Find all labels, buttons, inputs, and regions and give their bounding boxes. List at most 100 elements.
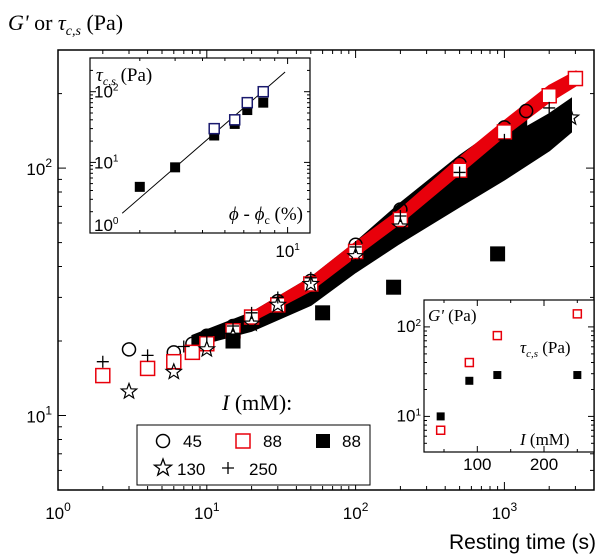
main-y-tick-label-base: 10 xyxy=(26,408,45,427)
inset-left-y-tick-label: 102 xyxy=(94,83,119,102)
inset-right-g: G' xyxy=(428,306,444,325)
legend: I (mM): 45 88 88 130 250 xyxy=(136,390,371,486)
inset-left-y-tick-label-exp: 1 xyxy=(113,153,119,164)
series-3-point xyxy=(450,176,469,195)
inset-left-series-1-point xyxy=(257,85,269,98)
inset-right-y-tick-label-exp: 1 xyxy=(415,407,421,418)
inset-right-y-tick-label-exp: 2 xyxy=(415,318,421,329)
main-x-tick-label-exp: 2 xyxy=(362,500,369,514)
inset-right-unit: (Pa) xyxy=(538,338,571,357)
inset-right-i: I xyxy=(519,430,527,449)
main-x-tick-label-base: 10 xyxy=(45,504,64,523)
main-x-tick-label: 101 xyxy=(194,500,220,523)
inset-left-series-0-point xyxy=(170,162,181,173)
series-4-point xyxy=(394,210,407,223)
legend-marker-88-filled xyxy=(316,434,330,448)
series-3-point xyxy=(561,107,581,126)
inset-left-x-label: ϕ - ϕc (%) xyxy=(229,204,303,227)
data-band xyxy=(399,97,572,245)
series-4-point xyxy=(304,271,317,284)
series-4-point xyxy=(543,101,556,114)
series-3-point xyxy=(164,362,184,380)
main-x-tick-label-base: 10 xyxy=(343,504,362,523)
legend-title-rest: (mM): xyxy=(229,390,292,415)
main-y-tick-label: 101 xyxy=(26,404,52,427)
main-plot-frame xyxy=(57,49,595,491)
inset-left-series-0-point xyxy=(242,105,253,116)
series-0-point xyxy=(518,103,534,119)
inset-right-i-label: I (mM) xyxy=(519,430,570,449)
series-3-point xyxy=(242,313,261,332)
series-1-point xyxy=(166,353,182,370)
inset-left-series-0-point xyxy=(134,181,145,192)
ylabel-or: or xyxy=(29,10,58,35)
inset-left-sub: c,s xyxy=(103,74,116,88)
ylabel-unit: (Pa) xyxy=(81,10,123,35)
series-4-point xyxy=(271,291,284,304)
inset-left-y-label: τc,s (Pa) xyxy=(96,65,152,88)
inset-right-series-0-point xyxy=(436,412,445,421)
series-3-point xyxy=(223,325,243,344)
main-x-tick-label-exp: 3 xyxy=(511,500,518,514)
inset-left-phic: ϕ xyxy=(255,204,265,225)
inset-right-series-0-point xyxy=(493,371,502,380)
series-3-point xyxy=(391,216,410,235)
inset-left-series-0-point xyxy=(209,130,220,141)
series-3-point xyxy=(539,118,559,136)
inset-left-y-tick-label-base: 10 xyxy=(94,83,113,102)
inset-left-phic-sub: c xyxy=(264,213,269,227)
series-1-point xyxy=(95,367,111,384)
main-x-tick-label-exp: 1 xyxy=(213,500,220,514)
inset-left-points xyxy=(134,85,269,192)
series-4-point xyxy=(245,306,258,319)
legend-title-i: I xyxy=(221,390,231,415)
inset-left-xunit: (%) xyxy=(270,204,303,225)
series-2-point xyxy=(386,279,402,295)
inset-right-tau-label: τc,s (Pa) xyxy=(520,338,571,360)
inset-left-series-1-point xyxy=(241,96,254,109)
series-3-point xyxy=(346,246,365,265)
inset-left-y-tick-label-exp: 0 xyxy=(113,216,119,227)
legend-label-88-filled: 88 xyxy=(342,432,361,451)
inset-left-y-tick-label: 101 xyxy=(94,153,119,172)
series-4-point xyxy=(96,355,109,368)
inset-right-series-1-point xyxy=(464,357,475,368)
series-3-point xyxy=(197,339,217,358)
series-3-point xyxy=(119,381,139,400)
series-1-point xyxy=(139,360,156,377)
main-y-tick-label-base: 10 xyxy=(26,160,45,179)
inset-left-y-tick-label-exp: 2 xyxy=(113,83,119,94)
series-4-point xyxy=(177,340,190,353)
series-1-point xyxy=(541,87,557,104)
series-4-point xyxy=(349,240,362,253)
main-x-tick-label-base: 10 xyxy=(492,504,511,523)
inset-left-series-1-point xyxy=(208,122,220,135)
legend-label-130: 130 xyxy=(177,460,205,479)
main-x-tick-label-exp: 0 xyxy=(64,500,71,514)
legend-marker-88-open xyxy=(235,433,251,449)
series-3-point xyxy=(495,148,514,166)
inset-right-g-unit: (Pa) xyxy=(444,306,477,325)
inset-left-y-tick-label-base: 10 xyxy=(94,153,113,172)
inset-right-series-0-point xyxy=(465,376,474,385)
series-4-point xyxy=(141,349,154,362)
inset-left-y-tick-label: 100 xyxy=(94,216,119,235)
series-4-point xyxy=(453,166,466,179)
main-y-tick-label: 102 xyxy=(26,156,52,179)
legend-marker-45 xyxy=(155,433,171,449)
inset-left-series-0-point xyxy=(258,97,269,108)
inset-left-x-tick-label: 101 xyxy=(275,242,300,261)
inset-right-sub: c,s xyxy=(526,348,538,360)
inset-right-series-0-point xyxy=(573,371,582,380)
inset-right-frame xyxy=(423,299,595,453)
inset-left-x-tick-label-base: 10 xyxy=(275,242,294,261)
series-4-point xyxy=(200,329,213,342)
series-1-point xyxy=(567,70,584,87)
inset-right-y-tick-label: 101 xyxy=(397,406,422,425)
inset-right-g-label: G' (Pa) xyxy=(428,306,477,325)
